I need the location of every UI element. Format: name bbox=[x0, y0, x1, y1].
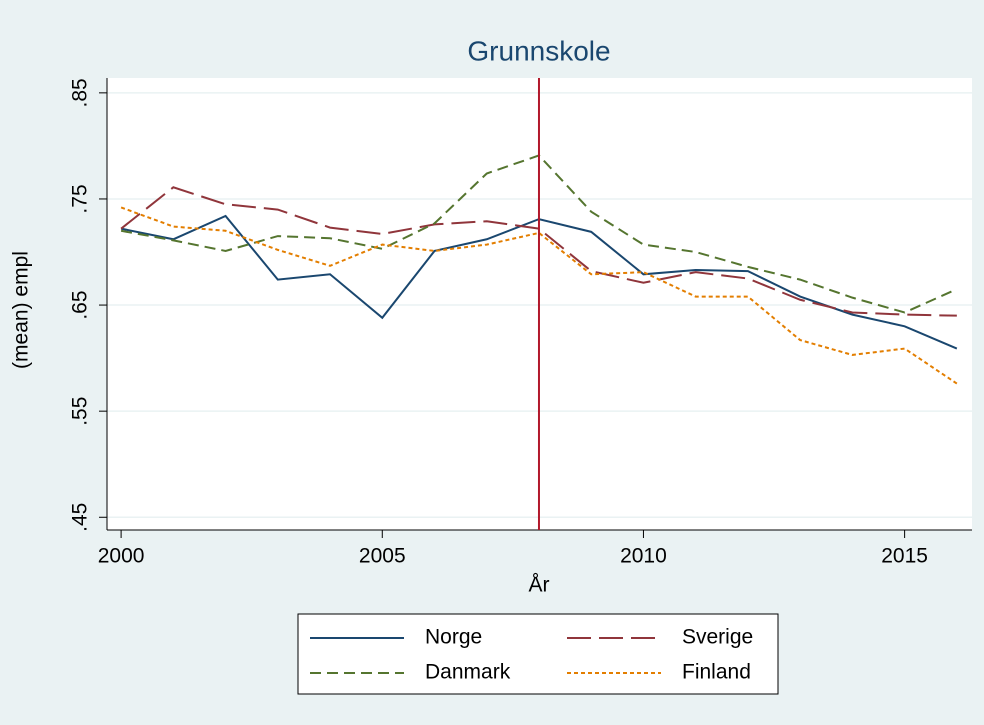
legend-label: Sverige bbox=[682, 626, 753, 649]
x-tick-label: 2005 bbox=[359, 545, 406, 568]
x-tick-label: 2015 bbox=[881, 545, 928, 568]
legend-box bbox=[297, 613, 779, 695]
series-line bbox=[120, 186, 957, 317]
x-tick-label: 2010 bbox=[620, 545, 667, 568]
y-tick-label: .65 bbox=[69, 290, 92, 319]
chart-title: Grunnskole bbox=[467, 35, 610, 66]
x-axis-title: År bbox=[529, 574, 550, 597]
legend-label: Finland bbox=[682, 661, 751, 684]
y-axis-title: (mean) empl bbox=[10, 251, 33, 369]
y-tick-label: .45 bbox=[69, 503, 92, 532]
x-tick-label: 2000 bbox=[98, 545, 145, 568]
y-tick-label: .85 bbox=[69, 78, 92, 107]
y-tick-label: .55 bbox=[69, 397, 92, 426]
legend-label: Norge bbox=[425, 626, 482, 649]
legend-label: Danmark bbox=[425, 661, 511, 684]
y-tick-label: .75 bbox=[69, 184, 92, 213]
